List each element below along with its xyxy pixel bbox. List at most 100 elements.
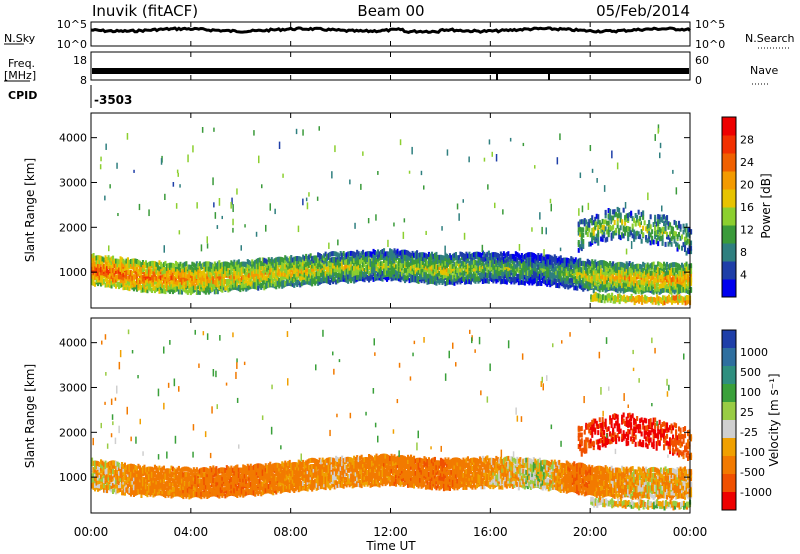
power-near-band-cell (648, 297, 651, 302)
power-main-band-cell (622, 274, 625, 280)
velocity-main-band-cell (177, 481, 180, 487)
power-main-band-cell (672, 285, 675, 290)
power-main-band-cell (206, 287, 209, 293)
power-main-band-cell (489, 261, 492, 267)
velocity-main-band-cell (91, 457, 94, 463)
power-main-band-cell (669, 286, 672, 292)
power-main-band-cell (579, 266, 582, 272)
power-main-band-cell (252, 261, 255, 267)
power-main-band-cell (493, 273, 496, 279)
power-upper-echoes-cell (649, 232, 652, 238)
power-near-band-cell (612, 298, 615, 304)
power-upper-echoes-cell (666, 231, 669, 237)
power-main-band-cell (549, 264, 552, 270)
power-main-band-cell (684, 287, 687, 293)
power-main-band-cell (137, 283, 140, 288)
power-main-band-cell (520, 258, 523, 264)
power-main-band-cell (91, 280, 94, 286)
power-main-band-cell (483, 278, 486, 284)
power-upper-echoes-cell (582, 227, 585, 233)
power-main-band-cell (583, 276, 586, 282)
power-sparse-echo (337, 239, 339, 246)
power-main-band-cell (224, 279, 227, 285)
power-main-band-cell (174, 270, 177, 275)
power-upper-echoes-cell (639, 222, 642, 228)
power-main-band-cell (321, 255, 324, 261)
power-main-band-cell (183, 267, 186, 273)
power-main-band-cell (429, 264, 432, 270)
velocity-main-band-cell (191, 477, 194, 483)
power-main-band-cell (180, 263, 183, 269)
power-main-band-cell (522, 280, 525, 285)
power-main-band-cell (486, 251, 489, 257)
power-main-band-cell (522, 262, 525, 268)
power-upper-echoes-cell (601, 233, 604, 239)
power-main-band-cell (387, 275, 390, 281)
power-upper-echoes-cell (672, 230, 675, 235)
power-main-band-cell (153, 275, 156, 281)
power-main-band-cell (417, 252, 420, 258)
power-main-band-cell (159, 281, 162, 287)
power-main-band-cell (528, 257, 531, 263)
power-sparse-echo (318, 126, 320, 131)
power-main-band-cell (430, 270, 433, 276)
velocity-main-band-cell (131, 471, 134, 477)
power-main-band-cell (138, 263, 141, 269)
power-main-band-cell (103, 266, 106, 272)
power-main-band-cell (359, 258, 362, 264)
power-main-band-cell (315, 278, 318, 284)
power-main-band-cell (165, 286, 168, 291)
power-upper-echoes-cell (607, 226, 610, 232)
power-main-band-cell (462, 275, 465, 281)
power-main-band-cell (378, 251, 381, 257)
power-upper-echoes-cell (649, 214, 652, 220)
power-main-band-cell (517, 261, 520, 267)
power-main-band-cell (395, 264, 398, 270)
power-main-band-cell (580, 260, 583, 266)
power-main-band-cell (141, 260, 144, 265)
velocity-main-band-cell (203, 476, 206, 482)
power-main-band-cell (192, 276, 195, 282)
power-main-band-cell (492, 263, 495, 268)
velocity-main-band-cell (125, 477, 128, 483)
power-main-band-cell (243, 274, 246, 280)
power-main-band-cell (264, 262, 267, 268)
velocity-main-band-cell (129, 463, 132, 469)
power-main-band-cell (390, 272, 393, 278)
power-main-band-cell (323, 259, 326, 265)
velocity-main-band-cell (158, 465, 161, 471)
power-main-band-cell (386, 268, 389, 274)
velocity-main-band-cell (140, 489, 143, 495)
power-main-band-cell (408, 251, 411, 257)
power-upper-echoes-cell (607, 213, 610, 219)
power-main-band-cell (469, 260, 472, 265)
power-main-band-cell (167, 268, 170, 274)
power-main-band-cell (531, 252, 534, 258)
power-main-band-cell (398, 261, 401, 267)
power-main-band-cell (210, 278, 213, 284)
power-upper-echoes-cell (676, 234, 679, 240)
power-main-band-cell (610, 284, 613, 290)
power-upper-echoes-cell (684, 226, 687, 232)
power-upper-echoes-cell (589, 241, 592, 247)
power-upper-echoes-cell (637, 234, 640, 239)
velocity-main-band-cell (112, 460, 115, 466)
power-main-band-cell (435, 269, 438, 275)
power-main-band-cell (171, 289, 174, 295)
power-main-band-cell (233, 264, 236, 270)
power-main-band-cell (254, 268, 257, 274)
power-main-band-cell (540, 281, 543, 286)
power-sparse-echo (425, 230, 427, 235)
power-main-band-cell (567, 279, 570, 285)
power-main-band-cell (565, 268, 568, 274)
power-sparse-echo (196, 202, 198, 209)
power-main-band-cell (300, 269, 303, 274)
velocity-main-band-cell (189, 468, 192, 474)
power-main-band-cell (395, 254, 398, 260)
power-main-band-cell (174, 266, 177, 272)
velocity-main-band-cell (206, 472, 209, 478)
velocity-main-band-cell (153, 464, 156, 470)
power-main-band-cell (600, 283, 603, 289)
power-main-band-cell (429, 261, 432, 267)
